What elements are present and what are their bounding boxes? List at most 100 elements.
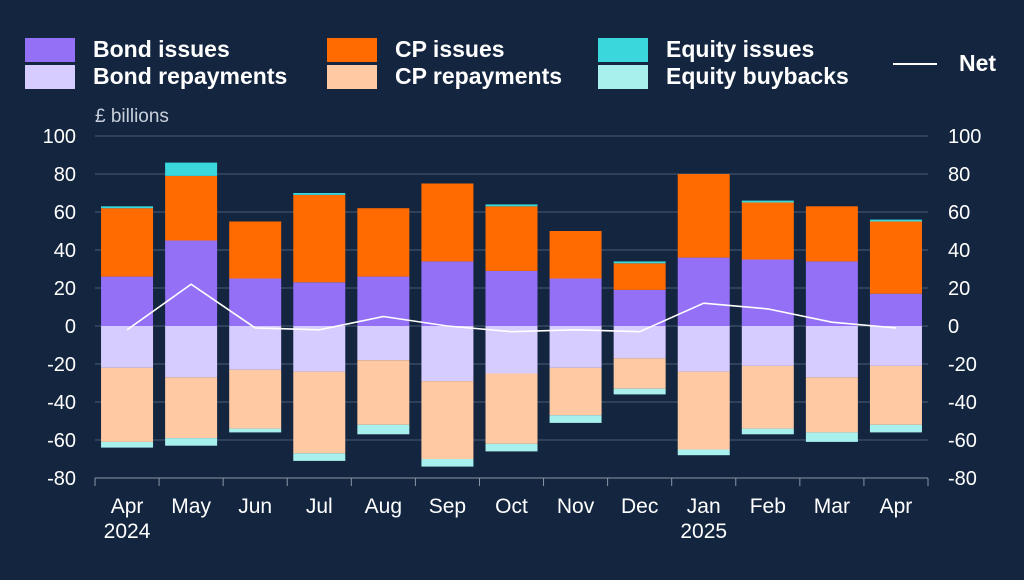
x-tick-label: Jul bbox=[306, 495, 333, 518]
y-tick-label-right: -40 bbox=[948, 392, 977, 414]
legend-item-bond-repayments: Bond repayments bbox=[25, 63, 287, 90]
bar-cp-repayments bbox=[741, 365, 794, 429]
bar-bond-repayments bbox=[869, 326, 922, 366]
net-line bbox=[126, 283, 897, 333]
bar-equity-issues bbox=[613, 261, 666, 264]
bar-equity-buybacks bbox=[485, 443, 538, 452]
bar-bond-repayments bbox=[229, 326, 282, 370]
y-tick-label-right: 40 bbox=[948, 240, 970, 262]
unit-label: £ billions bbox=[95, 106, 169, 127]
y-axis-right: 100 80 60 40 20 0 -20 -40 -60 -80 bbox=[948, 126, 981, 490]
y-tick-label-left: -80 bbox=[47, 468, 76, 490]
legend-item-net: Net bbox=[893, 50, 996, 77]
bar-equity-issues bbox=[101, 206, 154, 209]
x-tick-label: Oct bbox=[495, 495, 528, 518]
bar-equity-issues bbox=[293, 193, 346, 195]
y-tick-label-right: 60 bbox=[948, 202, 970, 224]
bar-bond-issues bbox=[805, 261, 858, 326]
y-tick-label-left: 20 bbox=[54, 278, 76, 300]
y-tick-label-left: -60 bbox=[47, 430, 76, 452]
bar-cp-issues bbox=[805, 206, 858, 262]
legend-label: CP issues bbox=[395, 36, 505, 62]
y-tick-label-left: 40 bbox=[54, 240, 76, 262]
bar-bond-issues bbox=[869, 293, 922, 326]
bar-bond-repayments bbox=[485, 326, 538, 374]
bar-equity-buybacks bbox=[357, 424, 410, 435]
bar-bond-repayments bbox=[677, 326, 730, 372]
bar-cp-repayments bbox=[357, 360, 410, 425]
legend-item-bond-issues: Bond issues bbox=[25, 36, 230, 63]
legend-item-cp-repayments: CP repayments bbox=[327, 63, 562, 90]
legend-swatch bbox=[25, 37, 75, 62]
legend-item-equity-issues: Equity issues bbox=[598, 36, 814, 63]
bar-cp-issues bbox=[549, 231, 602, 279]
bar-cp-repayments bbox=[613, 358, 666, 389]
bar-bond-repayments bbox=[549, 326, 602, 368]
x-tick-label: Feb bbox=[750, 495, 786, 518]
legend-label: Equity buybacks bbox=[666, 63, 849, 89]
net-line-layer bbox=[126, 283, 897, 333]
bar-equity-issues bbox=[165, 162, 218, 176]
y-tick-label-right: -20 bbox=[948, 354, 977, 376]
legend-item-equity-buybacks: Equity buybacks bbox=[598, 63, 849, 90]
bar-cp-issues bbox=[229, 221, 282, 279]
bar-bond-issues bbox=[421, 261, 474, 326]
legend-swatch bbox=[25, 64, 75, 89]
bar-equity-buybacks bbox=[101, 441, 154, 448]
legend-swatch bbox=[598, 64, 648, 89]
bar-bond-issues bbox=[549, 278, 602, 326]
x-tick-label: Sep bbox=[429, 495, 466, 518]
x-tick-label: May bbox=[171, 495, 211, 518]
bar-cp-issues bbox=[165, 175, 218, 241]
bar-cp-issues bbox=[869, 221, 922, 294]
bar-cp-issues bbox=[421, 183, 474, 262]
legend-label: Bond repayments bbox=[93, 63, 288, 89]
bar-cp-repayments bbox=[165, 377, 218, 439]
x-tick-label: Apr bbox=[880, 495, 913, 518]
y-tick-label-left: -40 bbox=[47, 392, 76, 414]
x-tick-label: Jun bbox=[238, 495, 272, 518]
legend-label: CP repayments bbox=[395, 63, 563, 89]
bar-bond-issues bbox=[613, 289, 666, 326]
y-axis-left: 100 80 60 40 20 0 -20 -40 -60 -80 bbox=[43, 126, 76, 490]
bar-cp-repayments bbox=[549, 367, 602, 416]
y-tick-label-right: -60 bbox=[948, 430, 977, 452]
bar-cp-repayments bbox=[293, 371, 346, 454]
y-tick-label-right: 80 bbox=[948, 164, 970, 186]
bar-equity-buybacks bbox=[229, 428, 282, 433]
bar-cp-issues bbox=[101, 208, 154, 277]
y-tick-label-left: 0 bbox=[65, 316, 76, 338]
bar-cp-repayments bbox=[229, 369, 282, 429]
y-tick-label-left: 80 bbox=[54, 164, 76, 186]
y-tick-label-right: 0 bbox=[948, 316, 959, 338]
bar-cp-repayments bbox=[421, 381, 474, 459]
legend-item-cp-issues: CP issues bbox=[327, 36, 505, 63]
bar-equity-buybacks bbox=[613, 388, 666, 395]
legend-swatch bbox=[598, 37, 648, 62]
bar-cp-issues bbox=[613, 263, 666, 290]
bar-series bbox=[101, 162, 922, 467]
x-year-label: 2024 bbox=[104, 520, 151, 543]
legend-swatch bbox=[327, 37, 377, 62]
bar-equity-issues bbox=[869, 219, 922, 222]
x-tick-label: Apr bbox=[111, 495, 144, 518]
bar-bond-issues bbox=[101, 276, 154, 326]
bar-equity-buybacks bbox=[421, 459, 474, 467]
y-tick-label-right: 100 bbox=[948, 126, 981, 148]
y-tick-label-left: 100 bbox=[43, 126, 76, 148]
bar-bond-repayments bbox=[357, 326, 410, 361]
x-tick-label: Mar bbox=[814, 495, 850, 518]
bar-equity-buybacks bbox=[869, 424, 922, 433]
bar-bond-repayments bbox=[165, 326, 218, 378]
bar-cp-issues bbox=[741, 202, 794, 260]
x-tick-label: Jan bbox=[687, 495, 721, 518]
x-tick-label: Dec bbox=[621, 495, 658, 518]
bar-equity-issues bbox=[485, 204, 538, 207]
bar-equity-buybacks bbox=[677, 449, 730, 456]
bar-bond-issues bbox=[485, 270, 538, 326]
bar-bond-issues bbox=[357, 276, 410, 326]
bar-cp-repayments bbox=[101, 367, 154, 442]
y-tick-label-left: -20 bbox=[47, 354, 76, 376]
bar-bond-repayments bbox=[101, 326, 154, 368]
